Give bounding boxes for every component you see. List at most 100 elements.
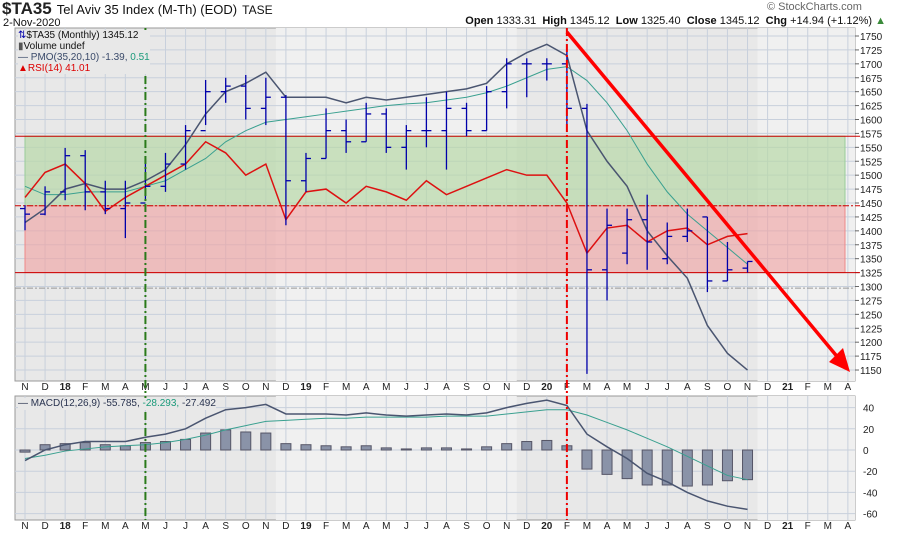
macd-histogram-bar: [79, 442, 91, 451]
x-tick-label: 21: [782, 382, 794, 393]
y-tick-label: 1400: [860, 227, 883, 238]
x-tick-label: J: [424, 382, 429, 393]
x-tick-label: A: [122, 382, 129, 393]
y-tick-label: 1675: [860, 74, 883, 85]
x-tick-label: M: [583, 382, 591, 393]
y-tick-label: 1525: [860, 157, 883, 168]
legend-price: ⇅$TA35 (Monthly) 1345.12: [18, 30, 139, 41]
x-tick-label: J: [163, 521, 168, 532]
trend-arrow-line: [565, 30, 842, 362]
macd-histogram-bar: [220, 429, 232, 451]
ohlc-summary: Open 1333.31 High 1345.12 Low 1325.40 Cl…: [465, 15, 886, 27]
macd-histogram-bar: [501, 443, 513, 451]
date: 2-Nov-2020: [3, 17, 61, 29]
macd-histogram-bar: [180, 438, 192, 451]
y-tick-label: 1375: [860, 241, 883, 252]
macd-histogram-bar: [701, 449, 713, 486]
x-tick-label: S: [704, 521, 711, 532]
macd-y-tick-label: 0: [863, 446, 869, 457]
x-tick-label: J: [404, 382, 409, 393]
x-tick-label: A: [684, 382, 691, 393]
x-tick-label: D: [523, 521, 530, 532]
x-tick-label: A: [202, 521, 209, 532]
x-tick-label: F: [323, 521, 329, 532]
x-tick-label: A: [604, 521, 611, 532]
macd-histogram-bar: [19, 449, 31, 453]
chart-header: $TA35 Tel Aviv 35 Index (M-Th) (EOD) TAS…: [2, 0, 273, 17]
x-tick-label: N: [21, 382, 28, 393]
macd-histogram-bar: [300, 444, 312, 451]
legend-pmo: — PMO(35,20,10) -1.39, 0.51: [18, 52, 150, 63]
y-tick-label: 1350: [860, 255, 883, 266]
x-tick-label: A: [845, 521, 852, 532]
macd-histogram-bar: [320, 445, 332, 451]
macd-histogram-bar: [240, 431, 252, 451]
x-tick-label: D: [41, 382, 48, 393]
x-tick-label: N: [744, 382, 751, 393]
macd-histogram-bar: [360, 445, 372, 451]
macd-histogram-bar: [420, 447, 432, 451]
x-tick-label: N: [503, 521, 510, 532]
legend-volume: ▮Volume undef: [18, 41, 85, 52]
trend-arrow-head: [829, 348, 850, 372]
x-tick-label: M: [141, 521, 149, 532]
y-tick-label: 1725: [860, 46, 883, 57]
x-tick-label: M: [101, 521, 109, 532]
macd-histogram-bar: [400, 448, 412, 451]
x-tick-label: D: [282, 382, 289, 393]
x-tick-label: 18: [60, 382, 72, 393]
macd-histogram-bar: [541, 439, 553, 451]
x-tick-label: N: [21, 521, 28, 532]
x-tick-label: 18: [60, 521, 72, 532]
x-tick-label: 19: [300, 521, 312, 532]
y-tick-label: 1425: [860, 213, 883, 224]
x-tick-label: J: [183, 382, 188, 393]
x-tick-label: F: [564, 521, 570, 532]
y-tick-label: 1700: [860, 60, 883, 71]
x-tick-label: J: [183, 521, 188, 532]
macd-histogram-bar: [59, 443, 71, 451]
x-tick-label: 20: [541, 521, 553, 532]
x-tick-label: D: [41, 521, 48, 532]
x-tick-label: O: [242, 382, 250, 393]
index-name: Tel Aviv 35 Index (M-Th) (EOD): [56, 2, 238, 17]
x-tick-label: 20: [541, 382, 553, 393]
x-tick-label: F: [805, 382, 811, 393]
x-tick-label: O: [242, 521, 250, 532]
y-tick-label: 1250: [860, 310, 883, 321]
macd-histogram-bar: [481, 446, 493, 451]
exchange: TASE: [242, 3, 273, 17]
macd-histogram-bar: [621, 449, 633, 480]
macd-y-tick-label: 40: [863, 404, 875, 415]
x-tick-label: M: [824, 521, 832, 532]
macd-y-tick-label: -60: [863, 510, 878, 521]
x-tick-label: J: [645, 382, 650, 393]
x-tick-label: M: [583, 521, 591, 532]
x-tick-label: D: [282, 521, 289, 532]
macd-histogram-bar: [581, 449, 593, 470]
x-tick-label: A: [845, 382, 852, 393]
x-tick-label: A: [122, 521, 129, 532]
x-tick-label: D: [764, 382, 771, 393]
x-tick-label: O: [724, 521, 732, 532]
y-tick-label: 1475: [860, 185, 883, 196]
macd-y-tick-label: 20: [863, 425, 875, 436]
x-tick-label: F: [82, 382, 88, 393]
x-tick-label: M: [342, 382, 350, 393]
y-tick-label: 1225: [860, 324, 883, 335]
x-tick-label: A: [684, 521, 691, 532]
macd-histogram-bar: [461, 448, 473, 451]
y-tick-label: 1650: [860, 88, 883, 99]
x-tick-label: A: [363, 382, 370, 393]
x-tick-label: M: [382, 382, 390, 393]
macd-histogram-bar: [601, 449, 613, 475]
x-tick-label: F: [82, 521, 88, 532]
x-tick-label: A: [443, 521, 450, 532]
x-tick-label: M: [342, 521, 350, 532]
macd-histogram-bar: [681, 449, 693, 487]
y-tick-label: 1450: [860, 199, 883, 210]
legend-rsi: ▲RSI(14) 41.01: [18, 63, 91, 74]
y-tick-label: 1625: [860, 102, 883, 113]
